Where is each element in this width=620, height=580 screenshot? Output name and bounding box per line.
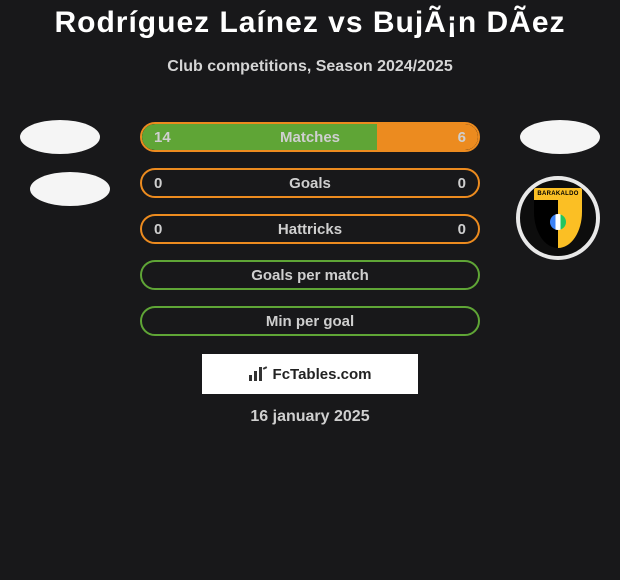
- stat-label: Goals per match: [251, 267, 369, 284]
- watermark-text: FcTables.com: [273, 366, 372, 383]
- stat-value-left: 0: [154, 221, 162, 238]
- stat-value-left: 14: [154, 129, 171, 146]
- stat-label: Goals: [289, 175, 331, 192]
- stat-bar-goals: 0 0 Goals: [140, 168, 480, 198]
- player1-club-icon: [30, 172, 110, 206]
- stat-bar-goals-per-match: Goals per match: [140, 260, 480, 290]
- stats-card: Rodríguez Laínez vs BujÃ¡n DÃez Club com…: [0, 0, 620, 580]
- stat-bar-matches: 14 6 Matches: [140, 122, 480, 152]
- stat-bar-left-fill: [142, 124, 377, 150]
- stat-value-right: 0: [458, 175, 466, 192]
- stat-label: Min per goal: [266, 313, 354, 330]
- club-shield-icon: BARAKALDO: [534, 188, 582, 248]
- bars-icon: [249, 367, 267, 381]
- page-subtitle: Club competitions, Season 2024/2025: [0, 58, 620, 76]
- stat-bar-min-per-goal: Min per goal: [140, 306, 480, 336]
- stat-bar-hattricks: 0 0 Hattricks: [140, 214, 480, 244]
- player2-club-icon: BARAKALDO: [516, 176, 600, 260]
- stat-value-right: 6: [458, 129, 466, 146]
- date-stamp: 16 january 2025: [0, 408, 620, 426]
- watermark: FcTables.com: [202, 354, 418, 394]
- stat-value-left: 0: [154, 175, 162, 192]
- stat-label: Hattricks: [278, 221, 342, 238]
- club-shield-text: BARAKALDO: [534, 188, 582, 200]
- stat-value-right: 0: [458, 221, 466, 238]
- page-title: Rodríguez Laínez vs BujÃ¡n DÃez: [0, 0, 620, 40]
- player2-flag-icon: [520, 120, 600, 154]
- player1-flag-icon: [20, 120, 100, 154]
- stat-label: Matches: [280, 129, 340, 146]
- comparison-bars: 14 6 Matches 0 0 Goals 0 0 Hattricks Goals per ma…: [140, 122, 480, 352]
